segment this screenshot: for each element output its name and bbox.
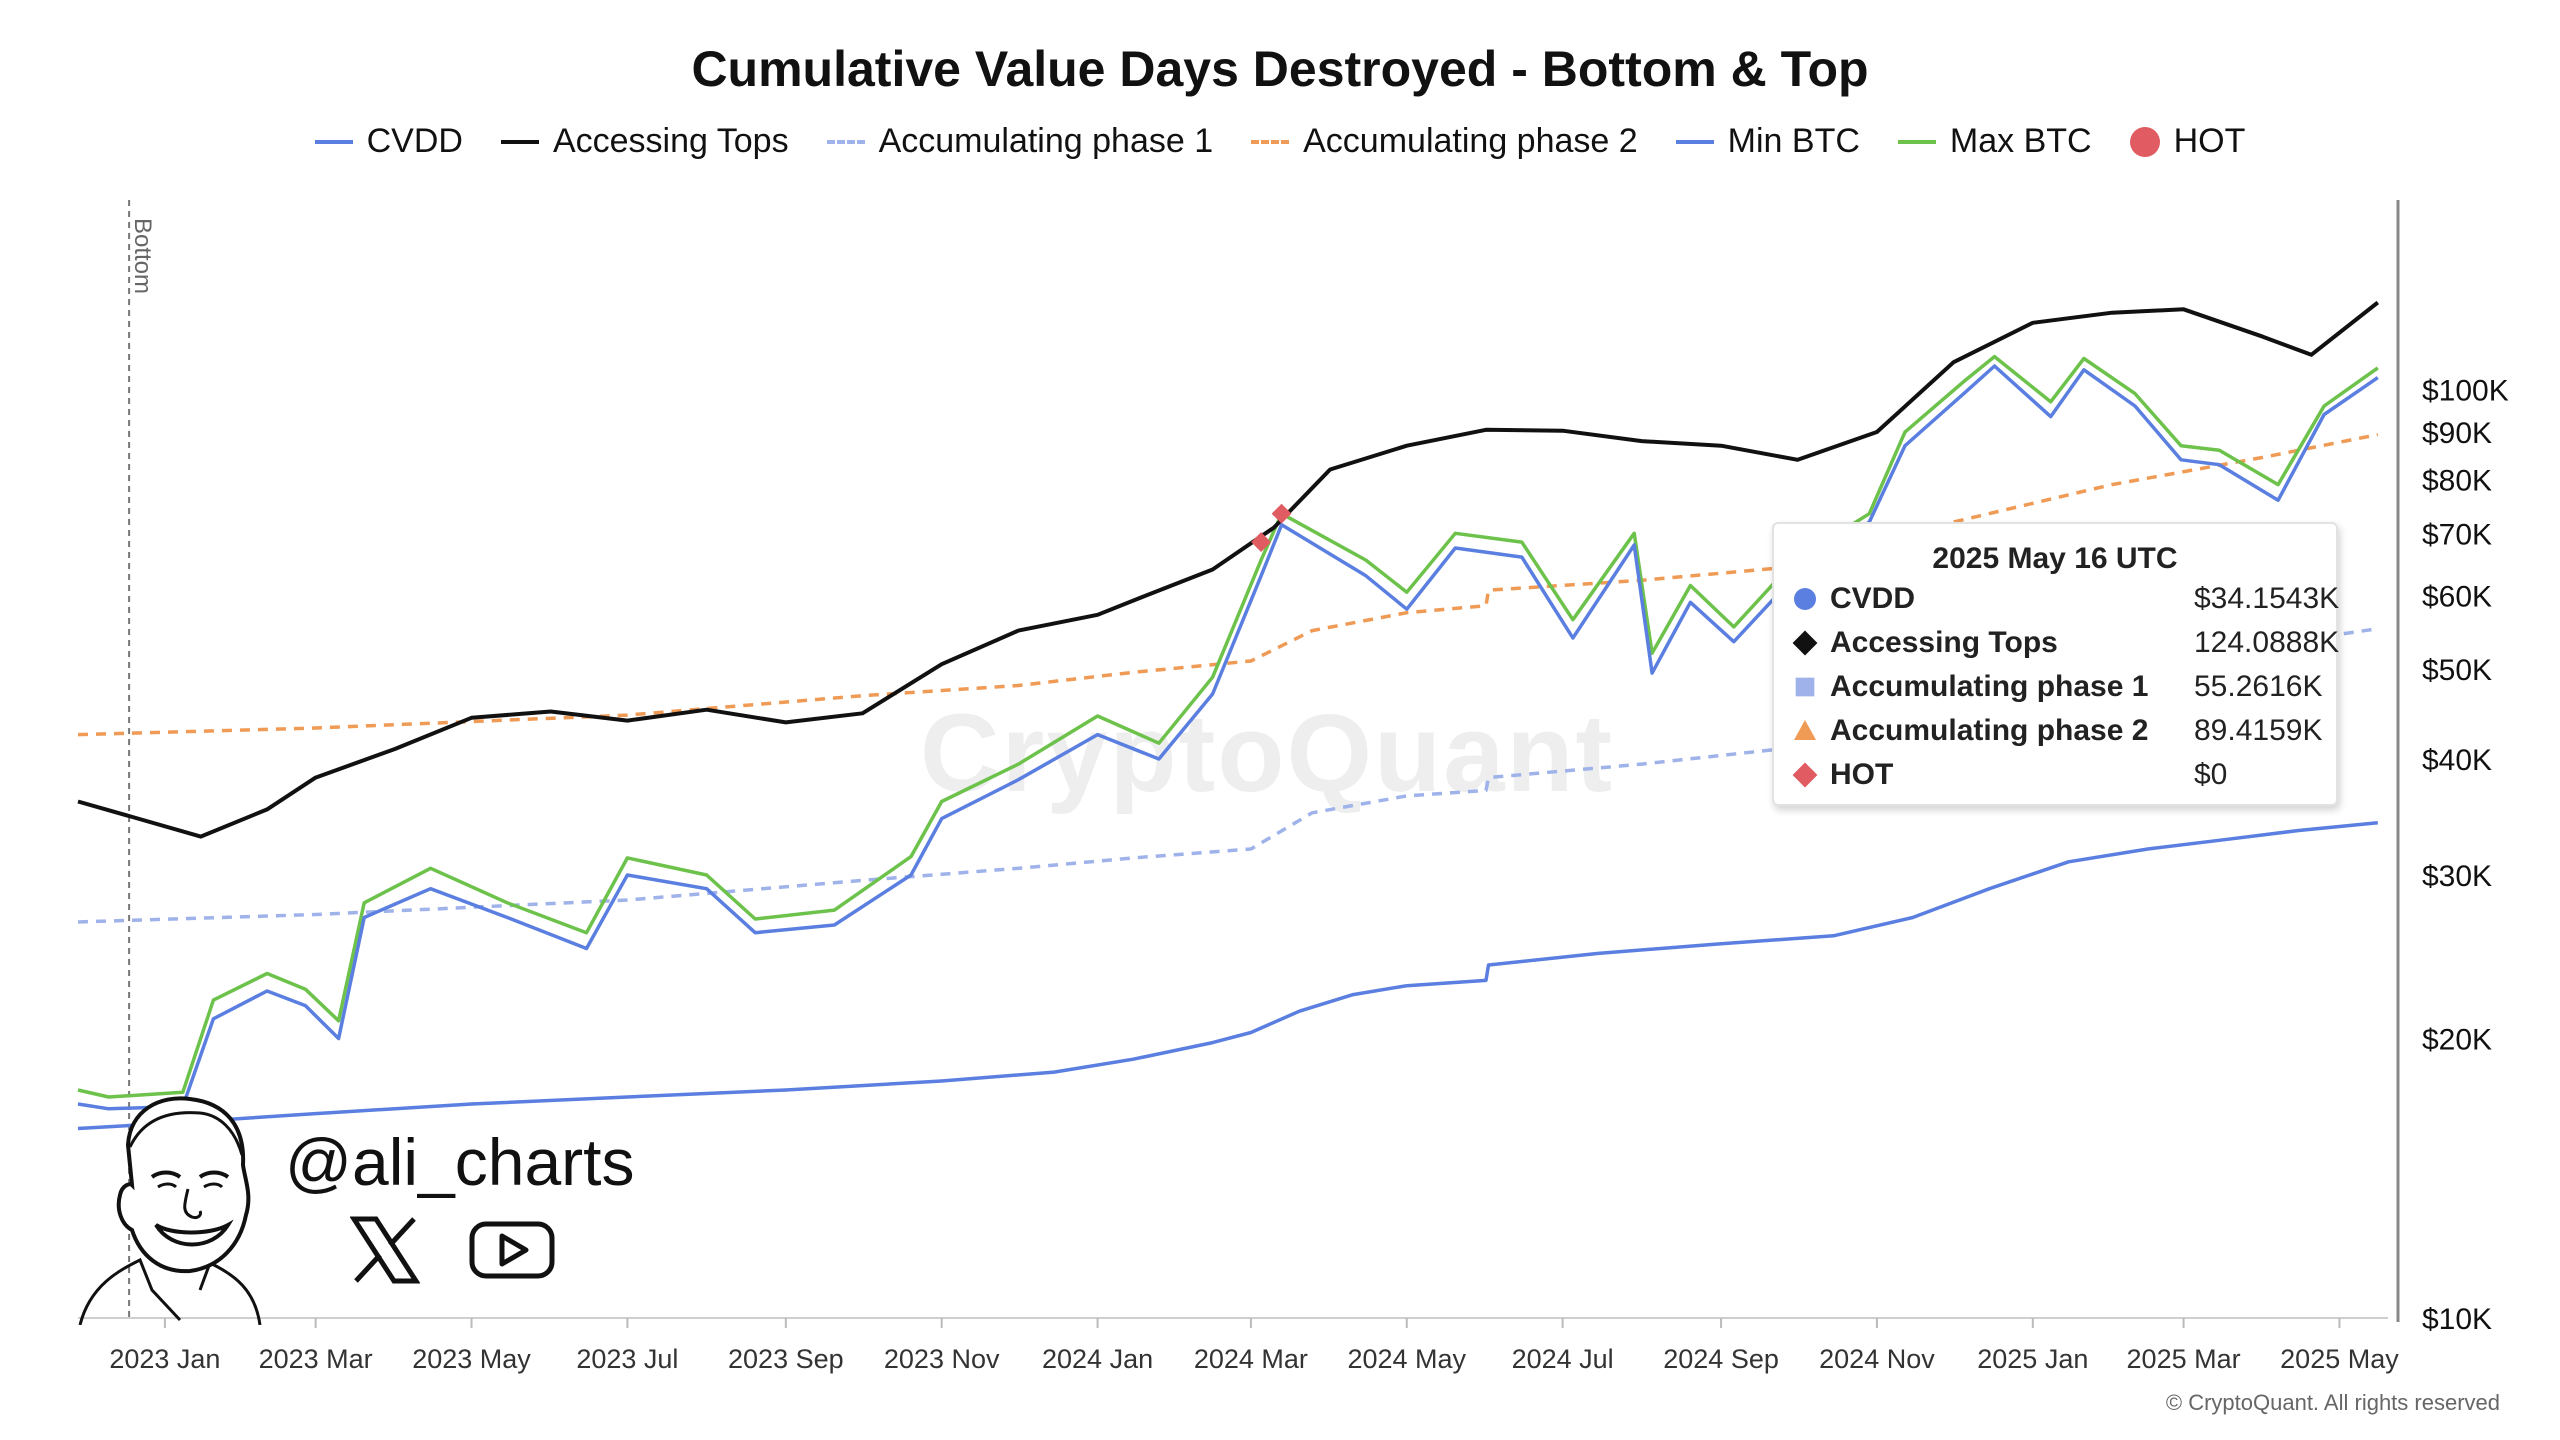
legend-item-cvdd[interactable]: CVDD	[314, 122, 463, 161]
triangle-icon	[1794, 720, 1816, 740]
series-accumulating-phase-2	[77, 432, 2379, 737]
tooltip-label: Accumulating phase 2	[1830, 714, 2149, 747]
hot-markers	[1251, 503, 1292, 552]
x-tick-label: 2024 Jan	[1042, 1344, 1153, 1374]
legend-max-swatch	[1897, 139, 1936, 144]
x-tick-label: 2024 Sep	[1663, 1344, 1779, 1374]
y-tick-label: $20K	[2422, 1024, 2492, 1057]
y-tick-label: $80K	[2422, 465, 2492, 498]
legend-acc1-label: Accumulating phase 1	[878, 122, 1214, 160]
square-icon	[1795, 677, 1815, 697]
legend-item-hot[interactable]: HOT	[2129, 122, 2246, 161]
tooltip-value: 124.0888K	[2194, 626, 2340, 659]
legend-item-acc1[interactable]: Accumulating phase 1	[826, 122, 1214, 161]
x-logo-icon[interactable]	[350, 1215, 420, 1285]
youtube-logo-icon[interactable]	[468, 1218, 556, 1282]
tooltip-row-acc2: Accumulating phase 2 89.4159K	[1794, 714, 2323, 754]
x-tick-label: 2023 Nov	[884, 1344, 1000, 1374]
axes: 2023 Jan 2023 Mar 2023 May 2023 Jul 2023 Sep…	[78, 200, 2509, 1374]
tooltip-row-cvdd: CVDD $34.1543K	[1794, 582, 2339, 622]
legend-min-label: Min BTC	[1727, 122, 1860, 160]
hot-marker	[1251, 532, 1272, 552]
legend-cvdd-label: CVDD	[366, 122, 463, 160]
legend-hot-label: HOT	[2173, 122, 2246, 160]
y-tick-label: $100K	[2422, 375, 2509, 408]
tooltip-label: Accessing Tops	[1830, 626, 2058, 659]
legend-cvdd-swatch	[314, 139, 353, 144]
legend-max-label: Max BTC	[1949, 122, 2092, 160]
bottom-annotation-label: Bottom	[129, 218, 156, 294]
tooltip-value: $34.1543K	[2194, 582, 2340, 615]
x-tick-label: 2025 Jan	[1977, 1344, 2088, 1374]
legend-tops-label: Accessing Tops	[552, 122, 789, 160]
branding-handle: @ali_charts	[285, 1125, 635, 1199]
series-accessing-tops	[77, 300, 2380, 839]
tooltip-row-tops: Accessing Tops 124.0888K	[1792, 626, 2339, 666]
tooltip-value: 89.4159K	[2194, 714, 2323, 747]
y-tick-label: $60K	[2422, 581, 2492, 614]
x-tick-label: 2023 May	[412, 1344, 531, 1374]
y-tick-label: $50K	[2422, 654, 2492, 687]
hot-marker	[1271, 503, 1292, 524]
x-tick-label: 2023 Jan	[109, 1344, 220, 1374]
y-tick-label: $40K	[2422, 744, 2492, 777]
circle-icon	[1794, 588, 1816, 610]
series-min-btc	[77, 364, 2379, 1111]
legend: CVDD Accessing Tops Accumulating phase 1…	[0, 122, 2560, 161]
x-tick-label: 2023 Sep	[728, 1344, 844, 1374]
legend-item-max-btc[interactable]: Max BTC	[1897, 122, 2092, 161]
diamond-icon	[1792, 762, 1818, 788]
tooltip-label: Accumulating phase 1	[1830, 670, 2149, 703]
x-tick-label: 2025 May	[2280, 1344, 2399, 1374]
legend-item-min-btc[interactable]: Min BTC	[1675, 122, 1860, 161]
x-tick-label: 2025 Mar	[2127, 1344, 2241, 1374]
legend-acc1-swatch	[826, 139, 865, 144]
x-tick-label: 2024 Nov	[1819, 1344, 1935, 1374]
series-accumulating-phase-1	[77, 626, 2379, 924]
x-tick-label: 2023 Jul	[576, 1344, 678, 1374]
tooltip-date: 2025 May 16 UTC	[1932, 542, 2178, 575]
series-cvdd	[77, 820, 2378, 1131]
legend-item-accessing-tops[interactable]: Accessing Tops	[500, 122, 789, 161]
legend-hot-swatch	[2129, 126, 2160, 157]
x-tick-label: 2024 Mar	[1194, 1344, 1308, 1374]
copyright: © CryptoQuant. All rights reserved	[2165, 1390, 2500, 1415]
tooltip-value: 55.2616K	[2194, 670, 2323, 703]
tooltip-label: CVDD	[1830, 582, 1916, 615]
x-tick-label: 2024 Jul	[1512, 1344, 1614, 1374]
legend-item-acc2[interactable]: Accumulating phase 2	[1251, 122, 1638, 161]
tooltip: 2025 May 16 UTC CVDD $34.1543K Accessing…	[1772, 522, 2339, 806]
y-tick-label: $30K	[2422, 860, 2492, 893]
legend-min-swatch	[1675, 139, 1714, 144]
x-tick-label: 2024 May	[1347, 1344, 1466, 1374]
chart-title: Cumulative Value Days Destroyed - Bottom…	[691, 41, 1869, 97]
legend-acc2-swatch	[1251, 139, 1290, 144]
tooltip-value: $0	[2194, 758, 2228, 791]
avatar	[78, 1096, 262, 1325]
diamond-icon	[1792, 630, 1818, 656]
x-tick-label: 2023 Mar	[259, 1344, 373, 1374]
y-tick-label: $90K	[2422, 417, 2492, 450]
legend-tops-swatch	[500, 139, 539, 144]
tooltip-row-acc1: Accumulating phase 1 55.2616K	[1794, 670, 2323, 710]
tooltip-row-hot: HOT $0	[1792, 758, 2320, 798]
tooltip-label: HOT	[1830, 758, 1894, 791]
y-tick-label: $10K	[2422, 1303, 2492, 1336]
y-tick-label: $70K	[2422, 518, 2492, 551]
legend-acc2-label: Accumulating phase 2	[1303, 122, 1638, 160]
